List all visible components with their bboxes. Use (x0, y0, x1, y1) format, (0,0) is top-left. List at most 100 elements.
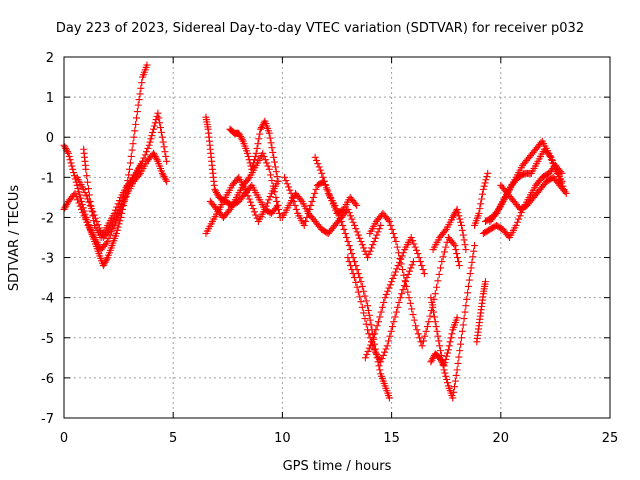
data-point-track-17 (427, 358, 435, 366)
data-point-track-2 (61, 204, 69, 212)
data-point-track-8 (263, 159, 271, 167)
data-point-track-3 (149, 128, 157, 136)
x-tick-label: 5 (169, 431, 177, 446)
data-point-track-14 (416, 334, 424, 342)
data-point-track-15 (431, 318, 439, 326)
data-point-track-19 (477, 200, 485, 208)
data-point-track-1 (100, 260, 108, 268)
data-point-track-6 (250, 208, 258, 216)
data-point-track-10 (307, 201, 315, 209)
data-point-track-3 (114, 210, 122, 218)
data-point-track-14 (392, 238, 400, 246)
data-point-track-9 (375, 225, 383, 233)
data-point-track-12 (349, 270, 357, 278)
data-point-track-14 (450, 240, 458, 248)
data-point-track-7 (243, 149, 251, 157)
data-point-track-1 (133, 114, 141, 122)
data-point-track-1 (71, 175, 79, 183)
data-point-track-8 (275, 209, 283, 217)
data-point-track-10 (311, 189, 319, 197)
data-point-track-3 (116, 204, 124, 212)
data-point-track-2 (159, 171, 167, 179)
data-point-track-12 (379, 351, 387, 359)
data-point-track-7 (265, 129, 273, 137)
data-point-track-2 (151, 152, 159, 160)
data-point-track-19 (478, 195, 486, 203)
x-tick-label: 25 (602, 431, 619, 446)
data-point-track-4 (113, 203, 121, 211)
x-tick-label: 0 (60, 431, 68, 446)
data-point-track-1 (61, 143, 69, 151)
data-point-track-14 (423, 323, 431, 331)
data-point-track-11 (364, 302, 372, 310)
data-point-track-14 (418, 342, 426, 350)
data-point-track-15 (470, 247, 478, 255)
data-point-track-14 (391, 234, 399, 241)
data-point-track-9 (366, 247, 374, 255)
data-point-track-6 (265, 196, 273, 204)
data-point-track-14 (422, 327, 430, 335)
data-point-track-13 (378, 303, 386, 311)
data-point-track-12 (409, 258, 417, 266)
data-point-track-2 (81, 215, 89, 223)
data-point-track-12 (348, 266, 356, 274)
data-point-track-10 (353, 201, 361, 209)
data-point-track-17 (439, 360, 447, 368)
data-point-track-9 (357, 238, 365, 246)
data-point-track-12 (407, 264, 415, 272)
data-point-track-11 (332, 205, 340, 213)
data-point-track-13 (409, 237, 417, 245)
data-point-track-13 (373, 322, 381, 330)
data-point-track-17 (445, 342, 453, 350)
data-point-track-1 (137, 84, 145, 92)
data-point-track-11 (345, 242, 353, 250)
data-point-track-19 (481, 179, 489, 187)
data-point-track-10 (305, 205, 313, 213)
data-point-track-7 (268, 144, 276, 152)
data-point-track-22 (515, 215, 523, 223)
data-point-track-3 (163, 157, 171, 165)
data-point-track-1 (101, 258, 109, 266)
data-point-track-12 (352, 278, 360, 286)
data-point-track-2 (162, 176, 170, 184)
data-point-track-2 (71, 189, 79, 197)
data-point-track-15 (454, 359, 462, 367)
y-tick-label: 2 (46, 51, 54, 66)
data-point-track-23 (562, 189, 570, 197)
data-point-track-14 (425, 318, 433, 326)
data-point-track-14 (409, 311, 417, 319)
data-point-track-1 (127, 152, 135, 160)
data-point-track-1 (114, 223, 122, 231)
data-point-track-3 (157, 124, 165, 132)
data-point-track-14 (395, 249, 403, 257)
data-point-track-11 (341, 229, 349, 237)
data-point-track-15 (435, 337, 443, 345)
data-point-track-7 (256, 130, 264, 138)
data-point-track-14 (396, 254, 404, 262)
data-point-track-12 (353, 283, 361, 291)
data-point-track-3 (150, 122, 158, 130)
data-point-track-14 (442, 243, 450, 251)
data-point-track-4 (88, 207, 96, 215)
data-point-track-13 (368, 338, 376, 346)
data-point-track-11 (361, 292, 369, 300)
data-point-track-7 (255, 135, 263, 143)
data-point-track-14 (419, 337, 427, 345)
data-point-track-1 (126, 165, 134, 173)
data-point-track-19 (483, 173, 491, 181)
data-point-track-7 (250, 156, 258, 164)
data-point-track-13 (392, 268, 400, 276)
data-point-track-13 (376, 313, 384, 321)
data-point-track-17 (429, 355, 437, 363)
data-point-track-6 (249, 205, 257, 213)
data-point-track-13 (411, 243, 419, 251)
data-point-track-23 (561, 188, 569, 196)
data-point-track-3 (145, 141, 153, 149)
data-point-track-4 (83, 172, 91, 180)
data-point-track-2 (79, 209, 87, 217)
data-point-track-19 (480, 182, 488, 190)
data-point-track-3 (115, 207, 123, 215)
data-point-track-2 (152, 154, 160, 162)
data-point-track-1 (115, 220, 123, 228)
